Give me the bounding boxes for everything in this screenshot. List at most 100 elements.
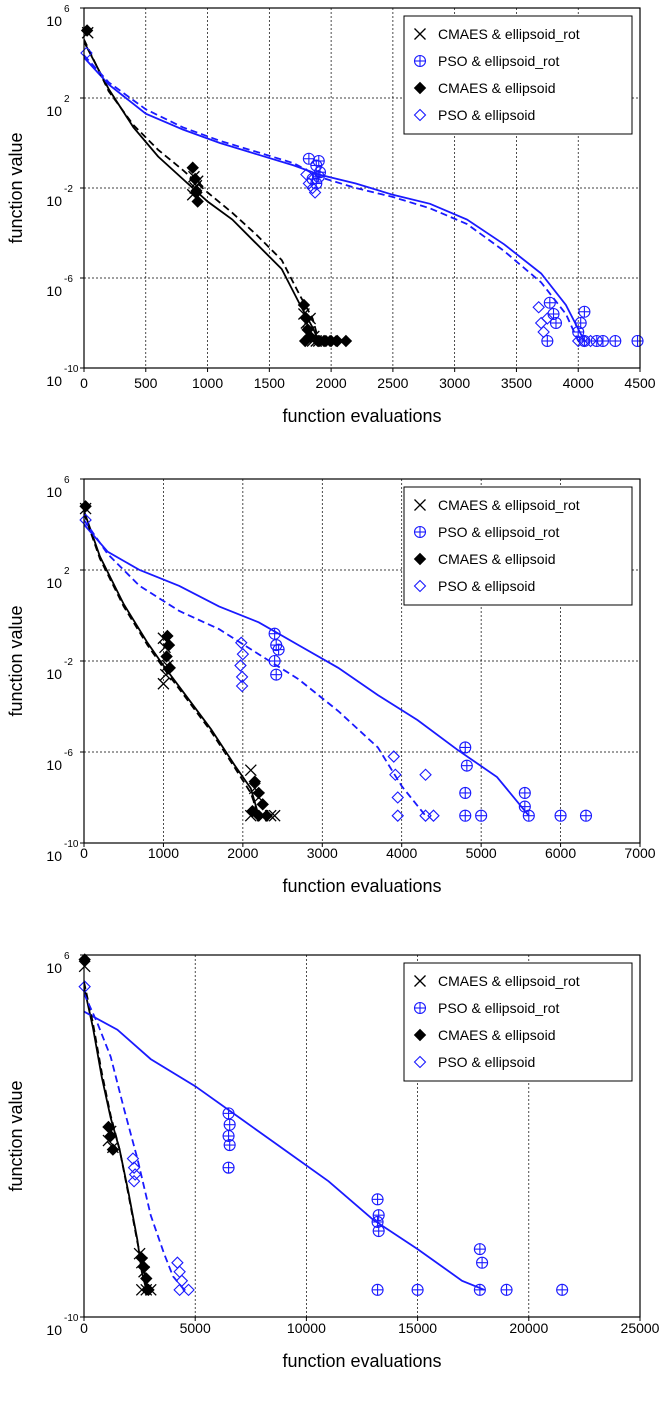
x-tick-label: 5000 (180, 1320, 211, 1336)
x-tick-label: 7000 (624, 845, 655, 861)
series-point-1 (476, 1256, 489, 1269)
legend-marker-1 (413, 525, 427, 539)
series-point-3 (234, 659, 247, 672)
series-point-2 (106, 1143, 120, 1156)
legend-marker-3 (413, 1055, 427, 1069)
legend-label: CMAES & ellipsoid_rot (438, 26, 580, 42)
series-point-1 (541, 334, 554, 348)
legend-marker-1 (413, 54, 427, 68)
series-point-0 (268, 809, 281, 822)
series-point-3 (532, 300, 545, 314)
y-tick-label: 10 (46, 283, 62, 299)
x-tick-label: 0 (80, 1320, 88, 1336)
y-tick-label: 10 (46, 193, 62, 209)
y-tick-label: 10 (46, 960, 62, 976)
y-tick-exponent: 2 (64, 566, 70, 577)
chart-2: 0 1000 2000 3000 4000 5000 6000 700010-1010-610… (6, 475, 656, 896)
y-tick-label: 10 (46, 575, 62, 591)
legend-label: PSO & ellipsoid_rot (438, 524, 560, 540)
x-tick-label: 3500 (501, 375, 532, 391)
series-line-2 (84, 981, 150, 1291)
series-point-2 (260, 809, 273, 822)
series-point-3 (389, 768, 402, 782)
series-point-3 (126, 1152, 140, 1165)
series-point-3 (391, 809, 405, 822)
y-tick-exponent: -2 (64, 184, 73, 195)
series-point-1 (222, 1161, 235, 1174)
legend-marker-0 (414, 975, 426, 987)
legend-box (403, 962, 633, 1082)
x-tick-label: 0 (80, 375, 88, 391)
series-point-2 (297, 298, 311, 312)
series-point-3 (236, 647, 250, 661)
series-point-1 (223, 1118, 236, 1131)
series-point-1 (459, 809, 472, 822)
x-tick-label: 6000 (545, 845, 576, 861)
series-point-1 (609, 334, 622, 348)
series-point-1 (518, 786, 531, 800)
series-point-2 (160, 650, 173, 663)
y-axis-label: function value (6, 132, 26, 243)
series-point-3 (128, 1168, 142, 1181)
x-tick-label: 3000 (439, 375, 470, 391)
series-line-1 (84, 523, 530, 817)
series-point-3 (427, 809, 440, 822)
legend: CMAES & ellipsoid_rot PSO & ellipsoid_rot… (403, 15, 633, 135)
x-axis-label: function evaluations (282, 406, 441, 426)
series-point-1 (272, 643, 285, 656)
series-point-1 (475, 809, 488, 822)
series-point-3 (175, 1274, 189, 1288)
series-point-1 (371, 1193, 384, 1206)
series-line-1 (84, 56, 586, 342)
legend-label: CMAES & ellipsoid_rot (438, 973, 580, 989)
x-tick-label: 0 (80, 845, 88, 861)
plot-area (84, 39, 586, 342)
series-line-3 (84, 519, 427, 817)
plot-frame (83, 7, 641, 369)
series-point-2 (104, 1129, 117, 1143)
series-point-1 (312, 170, 325, 183)
x-tick-label: 1000 (192, 375, 223, 391)
legend-marker-0 (414, 28, 426, 40)
y-tick-label: 10 (46, 373, 62, 389)
series-point-1 (578, 305, 591, 318)
series-point-2 (300, 312, 313, 325)
series-point-1 (411, 1283, 424, 1296)
series-point-2 (142, 1283, 155, 1297)
series-point-1 (549, 316, 563, 330)
series-point-3 (234, 636, 248, 650)
x-tick-label: 4500 (624, 375, 655, 391)
series-point-3 (419, 768, 432, 782)
series-point-3 (302, 177, 316, 190)
legend-label: PSO & ellipsoid (438, 578, 535, 594)
legend-label: PSO & ellipsoid_rot (438, 53, 560, 69)
series-point-3 (571, 334, 585, 348)
x-axis-label: function evaluations (282, 1351, 441, 1371)
series-point-2 (188, 172, 202, 186)
series-point-3 (127, 1174, 141, 1188)
series-point-2 (135, 1251, 149, 1265)
series-point-1 (268, 654, 281, 668)
x-axis-label: function evaluations (282, 876, 441, 896)
x-tick-label: 2000 (316, 375, 347, 391)
y-tick-label: 10 (46, 666, 62, 682)
y-tick-label: 10 (46, 757, 62, 773)
x-tick-label: 1500 (254, 375, 285, 391)
series-point-1 (372, 1209, 385, 1222)
series-point-3 (80, 46, 93, 60)
series-point-1 (459, 786, 472, 800)
y-tick-exponent: -6 (64, 748, 73, 759)
legend-label: PSO & ellipsoid (438, 1054, 535, 1070)
y-tick-exponent: 6 (64, 4, 70, 15)
series-point-3 (127, 1161, 141, 1174)
chart-3: 0 5000 10000 15000 20000 2500010-10106functio… (6, 951, 660, 1371)
legend-marker-1 (413, 1001, 427, 1015)
x-tick-label: 3000 (307, 845, 338, 861)
series-point-2 (140, 1272, 153, 1285)
x-tick-label: 500 (134, 375, 158, 391)
legend: CMAES & ellipsoid_rot PSO & ellipsoid_rot… (403, 486, 633, 606)
series-point-2 (163, 661, 176, 675)
series-point-3 (235, 670, 249, 684)
series-point-3 (182, 1283, 195, 1297)
